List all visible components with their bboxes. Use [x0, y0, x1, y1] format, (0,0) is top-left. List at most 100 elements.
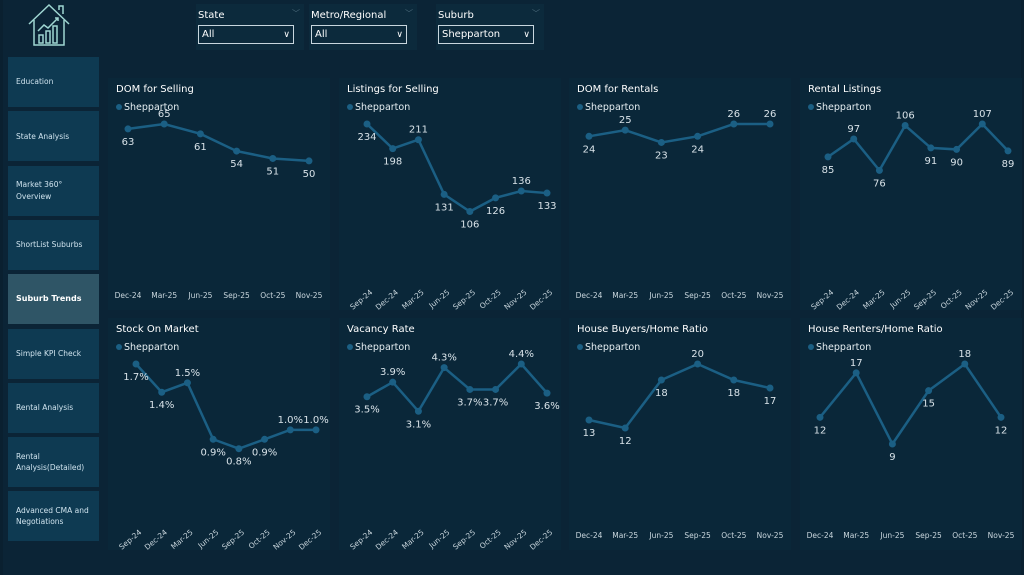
- data-point[interactable]: [389, 378, 397, 386]
- sidebar-item-education[interactable]: Education: [8, 57, 99, 107]
- data-point[interactable]: [875, 166, 883, 174]
- data-point[interactable]: [305, 157, 313, 165]
- data-point[interactable]: [961, 360, 969, 368]
- data-point[interactable]: [925, 387, 933, 395]
- slicer-label: State: [198, 10, 225, 21]
- data-point[interactable]: [888, 440, 896, 448]
- slicer-dropdown[interactable]: All ∨: [198, 25, 294, 44]
- data-point[interactable]: [492, 194, 500, 202]
- sidebar-item-label: Rental Analysis: [16, 403, 74, 413]
- chevron-down-icon[interactable]: ﹀: [292, 9, 300, 18]
- sidebar-item-shortlist-suburbs[interactable]: ShortList Suburbs: [8, 219, 99, 270]
- sidebar-item-advanced-cma-and-negotiations[interactable]: Advanced CMA and Negotiations: [8, 491, 99, 542]
- x-tick-label: Oct-25: [939, 287, 964, 310]
- x-tick-label: Sep-25: [912, 287, 938, 310]
- data-point[interactable]: [543, 189, 551, 197]
- data-point[interactable]: [440, 364, 448, 372]
- data-point[interactable]: [824, 153, 832, 161]
- data-label: 0.8%: [226, 457, 251, 468]
- data-point[interactable]: [816, 413, 824, 421]
- series-line: [135, 363, 316, 451]
- data-point[interactable]: [927, 144, 935, 152]
- chart-panel-rental-listings: Rental Listings Shepparton 85 Sep-24 97 Dec-…: [800, 78, 1022, 310]
- slicer-dropdown[interactable]: All ∨: [311, 25, 407, 44]
- sidebar-item-state-analysis[interactable]: State Analysis: [8, 111, 99, 162]
- x-tick-label: Oct-25: [721, 531, 746, 540]
- data-point[interactable]: [466, 208, 474, 216]
- data-label: 4.4%: [509, 349, 534, 360]
- chart-legend: Shepparton: [808, 102, 871, 113]
- data-point[interactable]: [621, 424, 629, 432]
- data-point[interactable]: [997, 413, 1005, 421]
- data-point[interactable]: [286, 426, 294, 434]
- x-tick-label: Sep-24: [348, 527, 374, 550]
- data-point[interactable]: [235, 445, 243, 453]
- data-point[interactable]: [389, 145, 397, 153]
- data-point[interactable]: [657, 138, 665, 146]
- data-point[interactable]: [1004, 147, 1012, 155]
- data-point[interactable]: [543, 389, 551, 397]
- data-point[interactable]: [363, 120, 371, 128]
- data-point[interactable]: [766, 384, 774, 392]
- x-tick-label: Sep-25: [223, 291, 250, 300]
- data-point[interactable]: [766, 120, 774, 128]
- data-point[interactable]: [269, 154, 277, 162]
- x-tick-label: Sep-25: [451, 527, 477, 550]
- x-tick-label: Jun-25: [196, 527, 221, 550]
- data-point[interactable]: [160, 120, 168, 128]
- data-point[interactable]: [261, 435, 269, 443]
- x-tick-label: Mar-25: [612, 531, 638, 540]
- x-tick-label: Dec-25: [297, 527, 323, 550]
- sidebar-item-rental-analysis[interactable]: Rental Analysis: [8, 382, 99, 433]
- sidebar-item-simple-kpi-check[interactable]: Simple KPI Check: [8, 328, 99, 379]
- data-point[interactable]: [209, 435, 217, 443]
- data-point[interactable]: [440, 190, 448, 198]
- data-point[interactable]: [124, 125, 132, 133]
- data-point[interactable]: [953, 145, 961, 153]
- data-point[interactable]: [850, 135, 858, 143]
- data-point[interactable]: [585, 416, 593, 424]
- data-point[interactable]: [657, 376, 665, 384]
- data-point[interactable]: [233, 147, 241, 155]
- data-point[interactable]: [730, 120, 738, 128]
- data-point[interactable]: [517, 187, 525, 195]
- data-point[interactable]: [158, 388, 166, 396]
- x-tick-label: Nov-25: [502, 527, 528, 550]
- data-label: 24: [583, 144, 596, 155]
- data-point[interactable]: [414, 407, 422, 415]
- data-point[interactable]: [132, 360, 140, 368]
- data-point[interactable]: [183, 379, 191, 387]
- slicer-dropdown[interactable]: Shepparton ∨: [438, 25, 534, 44]
- data-point[interactable]: [978, 120, 986, 128]
- legend-label: Shepparton: [816, 102, 872, 113]
- chevron-down-icon[interactable]: ﹀: [405, 9, 413, 18]
- series-line: [588, 122, 770, 144]
- data-label: 3.1%: [406, 419, 431, 430]
- data-label: 106: [896, 110, 915, 121]
- x-tick-label: Nov-25: [271, 527, 297, 550]
- data-point[interactable]: [312, 426, 320, 434]
- data-point[interactable]: [694, 360, 702, 368]
- data-point[interactable]: [694, 132, 702, 140]
- chevron-down-icon[interactable]: ﹀: [532, 9, 540, 18]
- data-point[interactable]: [621, 126, 629, 134]
- data-point[interactable]: [585, 132, 593, 140]
- sidebar-item-market-360-overview[interactable]: Market 360° Overview: [8, 165, 99, 216]
- data-point[interactable]: [414, 136, 422, 144]
- data-point[interactable]: [852, 369, 860, 377]
- data-point[interactable]: [363, 393, 371, 401]
- x-tick-label: Dec-24: [576, 531, 603, 540]
- data-point[interactable]: [196, 130, 204, 138]
- slicer-metro-regional: Metro/Regional ﹀ All ∨: [309, 4, 417, 50]
- x-tick-label: Sep-25: [915, 531, 942, 540]
- sidebar-item-suburb-trends[interactable]: Suburb Trends: [8, 274, 99, 325]
- x-tick-label: Dec-24: [374, 527, 400, 550]
- sidebar-item-rental-analysis-detailed-[interactable]: Rental Analysis(Detailed): [8, 437, 99, 488]
- x-tick-label: Jun-25: [648, 291, 673, 300]
- data-point[interactable]: [466, 385, 474, 393]
- data-point[interactable]: [492, 385, 500, 393]
- data-point[interactable]: [517, 360, 525, 368]
- data-point[interactable]: [901, 121, 909, 129]
- sidebar-item-label: ShortList Suburbs: [16, 240, 83, 250]
- data-point[interactable]: [730, 376, 738, 384]
